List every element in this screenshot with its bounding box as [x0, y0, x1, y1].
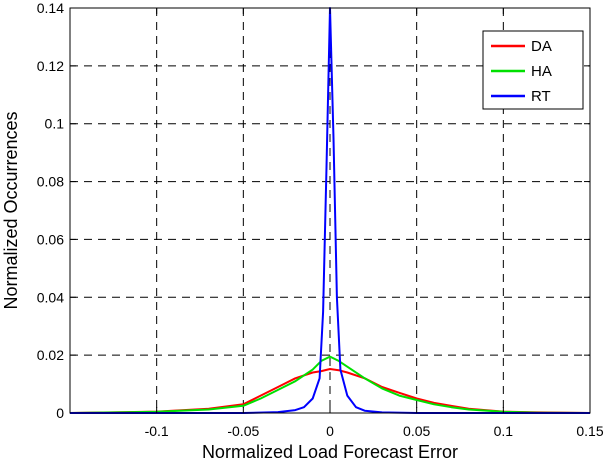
- legend: DA HA RT: [482, 30, 584, 110]
- series-line-ha: [69, 355, 591, 414]
- y-tick-label: 0.1: [45, 116, 65, 132]
- y-axis-ticks: 0 0.02 0.04 0.06 0.08 0.1 0.12 0.14: [37, 0, 590, 421]
- y-tick-label: 0.04: [37, 289, 64, 305]
- y-tick-label: 0.02: [37, 347, 64, 363]
- y-axis-label: Normalized Occurrences: [1, 111, 21, 309]
- y-tick-label: 0.12: [37, 58, 64, 74]
- legend-label-da: DA: [531, 38, 552, 55]
- y-tick-label: 0.06: [37, 231, 64, 247]
- x-tick-label: -0.1: [145, 423, 169, 439]
- x-tick-label: 0: [326, 423, 334, 439]
- legend-label-rt: RT: [531, 88, 551, 105]
- x-tick-label: 0.15: [576, 423, 603, 439]
- y-tick-label: 0: [56, 405, 64, 421]
- x-axis-label: Normalized Load Forecast Error: [202, 442, 458, 461]
- x-tick-label: -0.05: [227, 423, 259, 439]
- series-line-da: [69, 368, 591, 414]
- legend-label-ha: HA: [531, 63, 552, 80]
- grid: [70, 8, 590, 413]
- y-tick-label: 0.14: [37, 0, 64, 16]
- x-tick-label: 0.1: [494, 423, 514, 439]
- x-axis-ticks: -0.1 -0.05 0 0.05 0.1 0.15: [145, 8, 604, 439]
- y-tick-label: 0.08: [37, 174, 64, 190]
- x-tick-label: 0.05: [403, 423, 430, 439]
